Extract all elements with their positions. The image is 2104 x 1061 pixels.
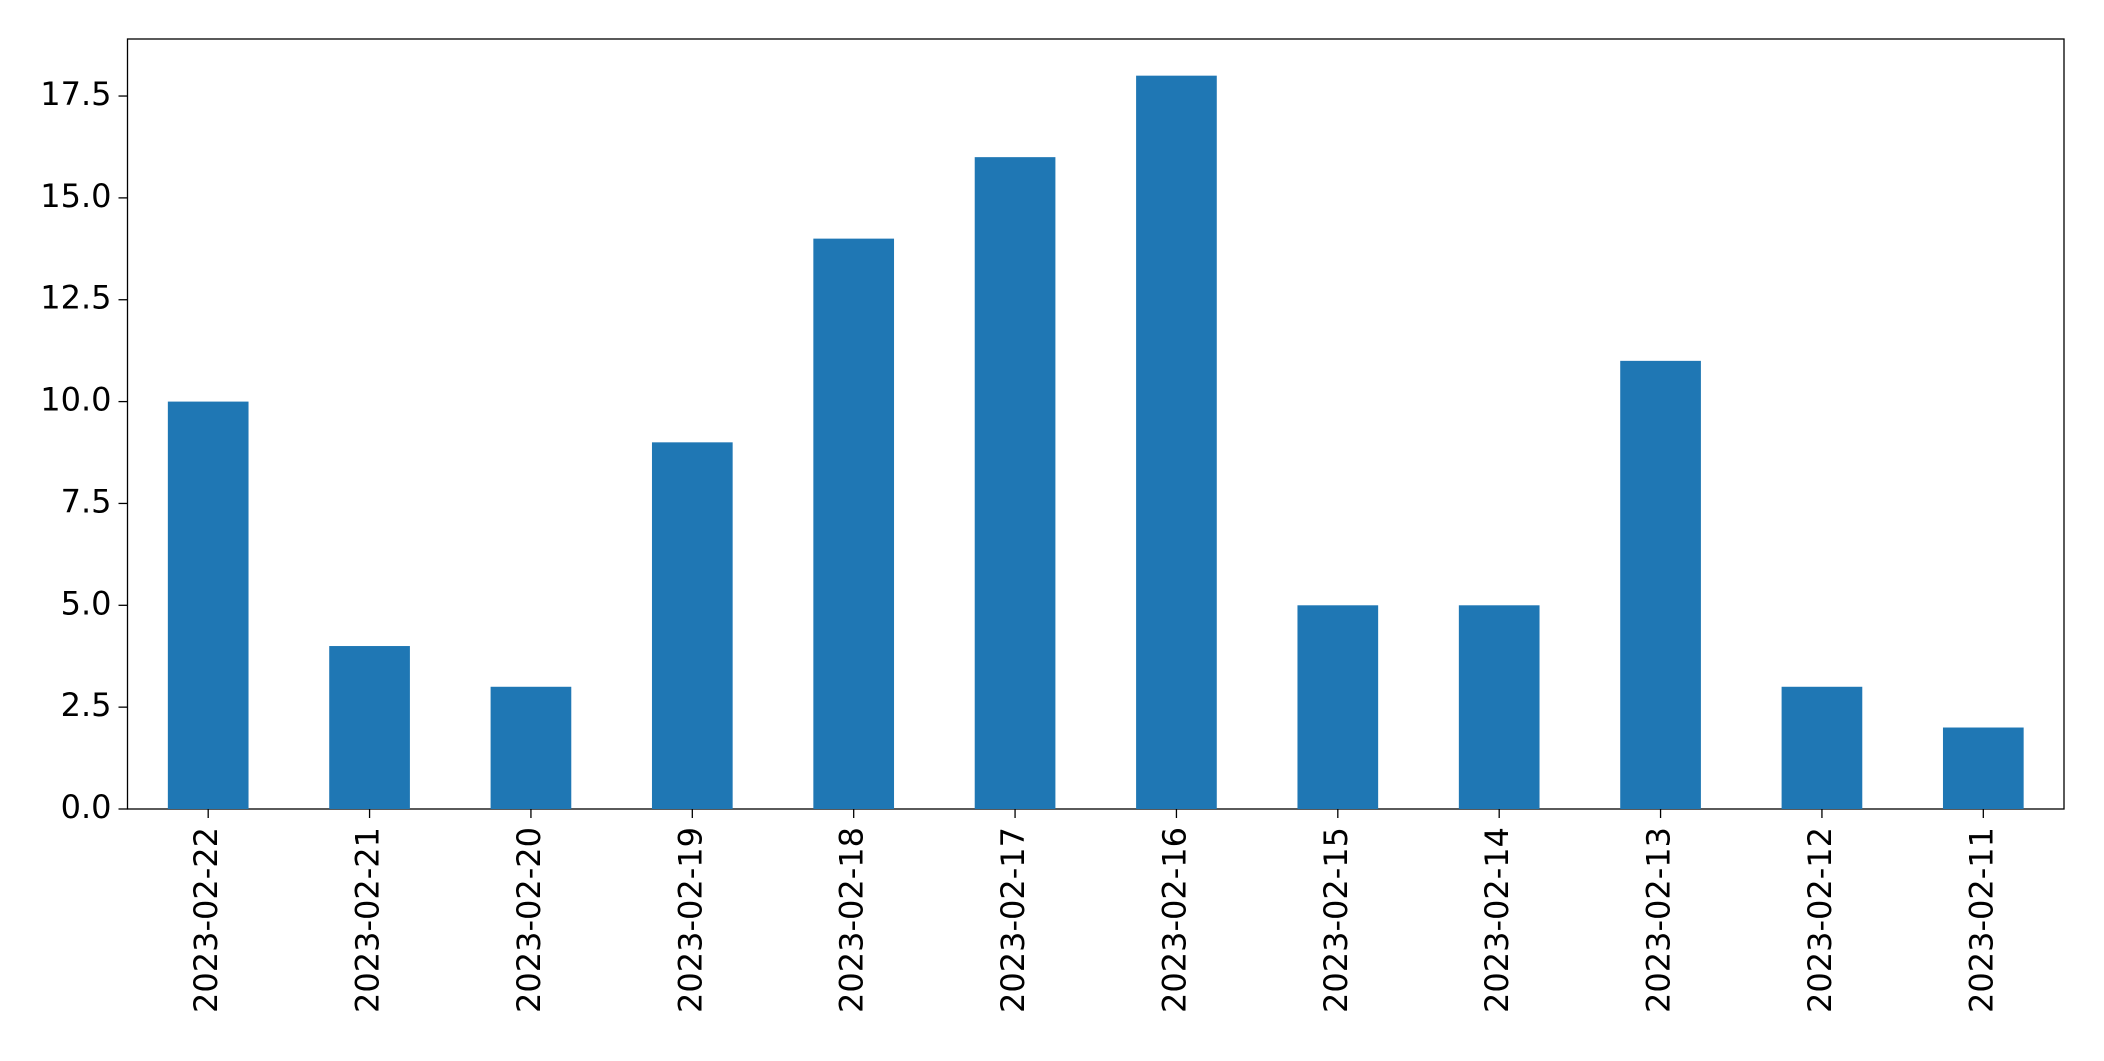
plot-frame xyxy=(126,38,2065,810)
x-tick-label: 2023-02-15 xyxy=(1317,827,1355,1013)
bar xyxy=(651,442,733,809)
bar xyxy=(1136,75,1217,809)
x-tick-label: 2023-02-22 xyxy=(187,827,225,1013)
bar xyxy=(1781,686,1863,809)
y-tick-label: 10.0 xyxy=(40,381,111,419)
x-tick-label: 2023-02-11 xyxy=(1962,827,2000,1013)
y-tick-label: 5.0 xyxy=(61,584,112,622)
bar xyxy=(1458,605,1540,809)
y-tick-label: 7.5 xyxy=(61,482,112,520)
bar xyxy=(1620,360,1701,809)
x-tick-label: 2023-02-14 xyxy=(1478,827,1516,1013)
bar xyxy=(167,401,249,809)
y-tick-label: 15.0 xyxy=(40,177,111,215)
x-tick-label: 2023-02-16 xyxy=(1155,827,1193,1013)
x-tick-label: 2023-02-19 xyxy=(671,827,709,1013)
x-tick-label: 2023-02-20 xyxy=(510,827,548,1013)
y-tick-label: 17.5 xyxy=(40,75,111,113)
bar xyxy=(974,157,1056,810)
x-tick-label: 2023-02-17 xyxy=(994,827,1032,1013)
bar xyxy=(490,686,572,809)
x-tick-label: 2023-02-13 xyxy=(1640,827,1678,1013)
bar xyxy=(1942,727,2024,809)
bar xyxy=(813,238,895,809)
x-tick-label: 2023-02-18 xyxy=(833,827,871,1013)
y-tick-label: 2.5 xyxy=(61,686,112,724)
bar xyxy=(1297,605,1379,809)
x-tick-label: 2023-02-12 xyxy=(1801,827,1839,1013)
bar xyxy=(329,646,410,809)
y-tick-label: 0.0 xyxy=(61,788,112,826)
y-tick-label: 12.5 xyxy=(40,279,111,317)
x-tick-label: 2023-02-21 xyxy=(349,827,387,1013)
